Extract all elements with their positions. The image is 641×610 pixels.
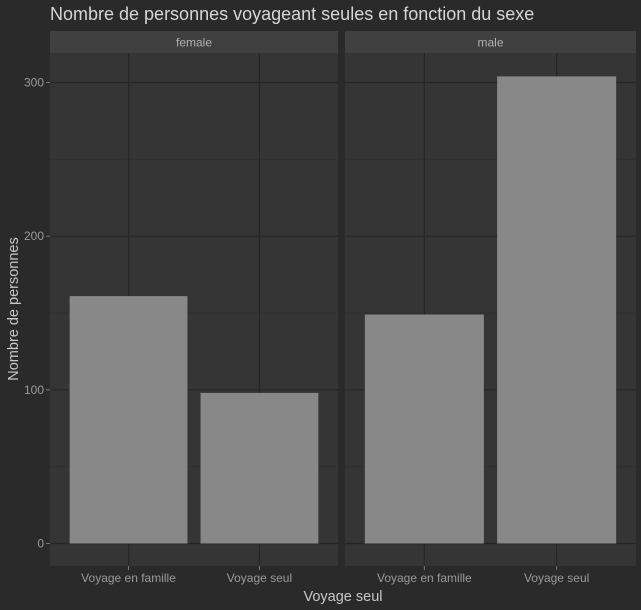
- facet-female: female Voyage en famille Voyage seul: [50, 31, 338, 585]
- bar-female-1: [69, 296, 188, 544]
- facet-male: male Voyage en famille Voyage seul: [345, 31, 636, 585]
- y-tick-label: 100: [24, 383, 44, 397]
- chart-title: Nombre de personnes voyageant seules en …: [50, 4, 534, 24]
- x-axis-title: Voyage seul: [303, 589, 382, 605]
- facet-strip-label: female: [176, 36, 212, 50]
- y-tick-label: 200: [24, 229, 44, 243]
- bar-male-1: [364, 314, 484, 544]
- y-axis-title: Nombre de personnes: [6, 237, 22, 380]
- facet-strip-label: male: [477, 36, 503, 50]
- y-tick-label: 300: [24, 76, 44, 90]
- x-tick-label: Voyage seul: [227, 571, 292, 585]
- facet-strip: [345, 31, 636, 53]
- y-tick-label: 0: [37, 537, 44, 551]
- x-tick-label: Voyage en famille: [81, 571, 176, 585]
- bar-female-2: [200, 392, 319, 544]
- bar-male-2: [497, 76, 617, 544]
- y-axis: 0 100 200 300: [24, 76, 50, 551]
- facet-panels: female Voyage en famille Voyage seul male Vo…: [50, 31, 636, 585]
- x-tick-label: Voyage seul: [524, 571, 589, 585]
- x-tick-label: Voyage en famille: [377, 571, 472, 585]
- facet-strip: [50, 31, 338, 53]
